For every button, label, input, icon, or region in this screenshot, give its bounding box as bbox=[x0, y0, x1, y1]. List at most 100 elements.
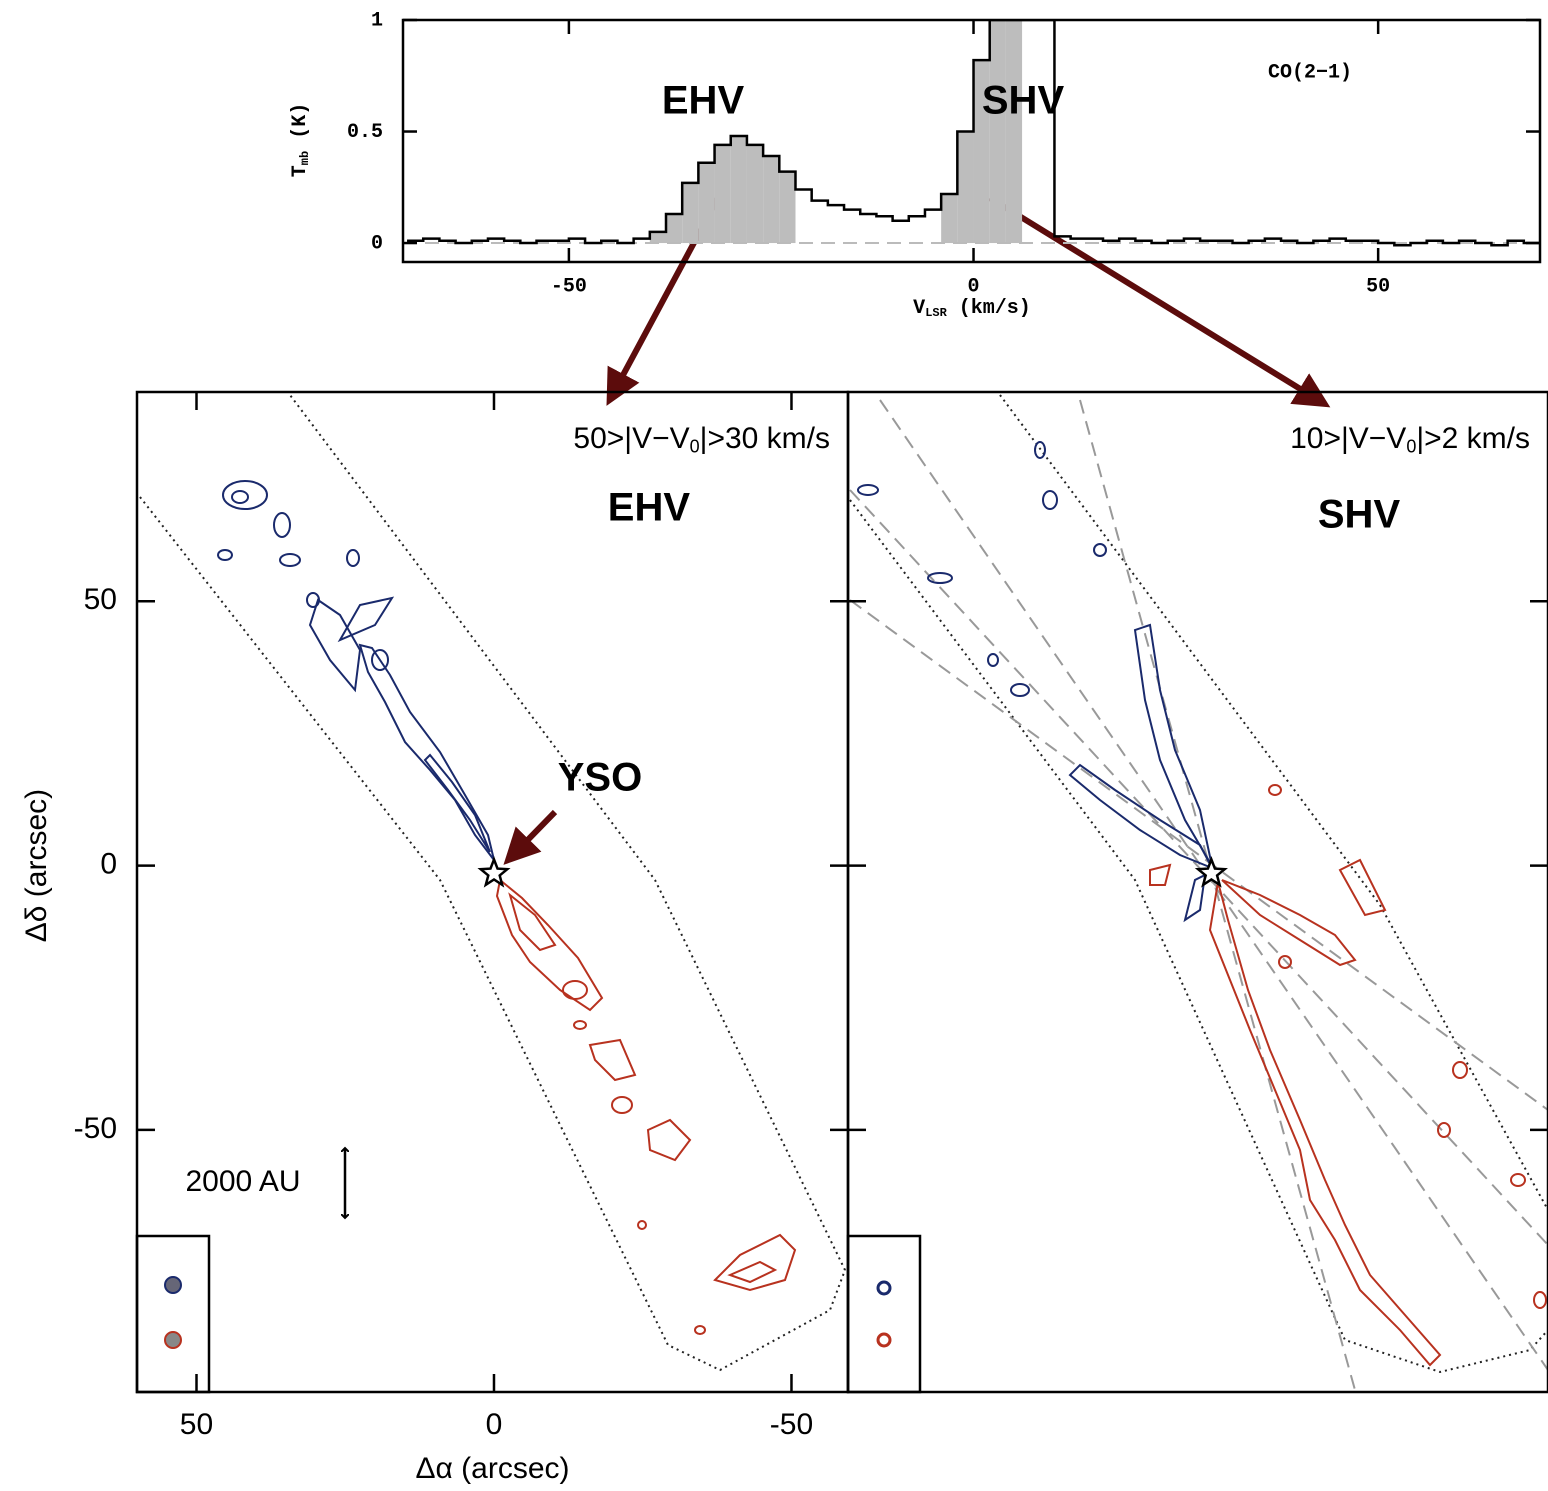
x-tick-label: 0 bbox=[486, 1408, 503, 1441]
left-map-layout bbox=[137, 395, 845, 1392]
red-contour bbox=[648, 1120, 690, 1160]
beam bbox=[878, 1334, 890, 1346]
shaded-channel bbox=[779, 172, 795, 243]
x-tick-label: 50 bbox=[180, 1408, 213, 1441]
red-contour bbox=[1279, 956, 1291, 968]
blue-contour bbox=[1011, 684, 1029, 696]
x-tick-label: -50 bbox=[770, 1408, 813, 1441]
annotation: CO(2−1) bbox=[1268, 61, 1352, 84]
x-axis-label: Δα (arcsec) bbox=[415, 1452, 569, 1485]
velocity-range-part: |>30 km/s bbox=[700, 422, 830, 455]
x-axis-label: VLSR (km/s) bbox=[913, 297, 1031, 320]
velocity-range: 50>|V−V0|>30 km/s bbox=[573, 422, 830, 456]
x-tick-label: -50 bbox=[551, 275, 587, 298]
x-axis-label-part: V bbox=[913, 297, 925, 320]
annotation: EHV bbox=[662, 79, 745, 123]
red-contour bbox=[1269, 785, 1281, 795]
cone-edge bbox=[850, 490, 1548, 1245]
shaded-channel bbox=[666, 214, 682, 243]
field-outline bbox=[140, 395, 845, 1370]
shaded-channel bbox=[650, 232, 666, 243]
blue-contour bbox=[1043, 491, 1057, 509]
beam bbox=[165, 1277, 181, 1293]
red-contour bbox=[1453, 1062, 1467, 1078]
map-frame bbox=[848, 392, 1548, 1392]
blue-contour bbox=[425, 755, 490, 852]
y-axis-label: Δδ (arcsec) bbox=[20, 789, 53, 942]
y-axis-label-part: mb bbox=[298, 151, 312, 165]
y-axis-label-part: T bbox=[289, 165, 312, 177]
shaded-channel bbox=[715, 145, 731, 243]
shaded-channel bbox=[941, 194, 957, 243]
beam bbox=[165, 1332, 181, 1348]
red-contour bbox=[1511, 1174, 1525, 1186]
red-contour bbox=[1340, 860, 1385, 915]
shaded-channel bbox=[763, 156, 779, 243]
beam bbox=[878, 1282, 890, 1294]
blue-contour bbox=[232, 491, 248, 503]
blue-contour bbox=[858, 485, 878, 495]
component-label: SHV bbox=[1318, 493, 1401, 537]
red-contour bbox=[638, 1221, 646, 1229]
map-panel: SHV bbox=[848, 392, 1548, 1392]
y-tick-label: 0 bbox=[371, 232, 383, 255]
red-contour bbox=[1150, 865, 1170, 885]
blue-contour bbox=[1094, 544, 1106, 556]
blue-contour bbox=[1035, 442, 1045, 458]
blue-contour bbox=[218, 550, 232, 560]
red-contour bbox=[730, 1262, 775, 1282]
field-outline bbox=[850, 500, 1548, 1372]
plot-area bbox=[403, 20, 1540, 245]
scale-label: 2000 AU bbox=[185, 1165, 300, 1198]
x-tick-label: 50 bbox=[1366, 275, 1390, 298]
shaded-channel bbox=[1006, 20, 1022, 243]
y-tick-label: 1 bbox=[371, 9, 383, 32]
x-axis-label-part: LSR bbox=[925, 306, 947, 320]
red-contour bbox=[715, 1235, 795, 1290]
source-label: YSO bbox=[558, 756, 642, 800]
map-frame bbox=[137, 392, 848, 1392]
velocity-range-part: 0 bbox=[1406, 436, 1416, 456]
red-contour bbox=[590, 1040, 635, 1080]
y-axis-label-part: (K) bbox=[289, 103, 312, 151]
velocity-range-part: 50>|V−V bbox=[573, 422, 689, 455]
cone-edge bbox=[850, 600, 1548, 1110]
red-contour bbox=[1438, 1123, 1450, 1137]
pointer-arrow bbox=[990, 198, 1315, 398]
red-contour bbox=[1534, 1292, 1546, 1308]
blue-contour bbox=[1185, 875, 1205, 920]
figure: -50 0 50 0 0.5 1 VLSR (km/s) Tmb (K) EHV SHV CO(2−… bbox=[0, 0, 1548, 1491]
spectrum-plot: -50 0 50 0 0.5 1 bbox=[347, 9, 1540, 298]
shaded-channel bbox=[731, 136, 747, 243]
y-tick-label: -50 bbox=[74, 1112, 117, 1145]
shaded-channel bbox=[698, 163, 714, 243]
x-axis-label-part: (km/s) bbox=[947, 297, 1031, 320]
velocity-range-part: |>2 km/s bbox=[1416, 422, 1530, 455]
velocity-range-part: 10>|V−V bbox=[1290, 422, 1406, 455]
beam-box bbox=[848, 1236, 920, 1392]
blue-contour bbox=[274, 513, 290, 537]
shaded-channel bbox=[957, 132, 973, 244]
component-label: EHV bbox=[608, 486, 691, 530]
y-tick-label: 50 bbox=[84, 583, 117, 616]
blue-contour bbox=[988, 654, 998, 666]
blue-contour bbox=[340, 598, 392, 640]
right-map-layout bbox=[848, 395, 1548, 1392]
shaded-channel bbox=[682, 183, 698, 243]
pointer-arrow bbox=[516, 812, 555, 852]
red-contour bbox=[695, 1326, 705, 1334]
red-contour bbox=[1222, 880, 1355, 965]
blue-contour bbox=[223, 481, 267, 509]
red-contour bbox=[612, 1097, 632, 1113]
red-contour bbox=[563, 981, 587, 999]
red-contour bbox=[574, 1021, 586, 1029]
y-tick-label: 0.5 bbox=[347, 121, 383, 144]
cone-edge bbox=[1080, 400, 1355, 1390]
annotation: SHV bbox=[982, 79, 1065, 123]
shaded-channel bbox=[747, 145, 763, 243]
y-axis-label: Tmb (K) bbox=[289, 103, 312, 177]
blue-contour bbox=[310, 600, 360, 690]
shaded-channel bbox=[990, 20, 1006, 243]
x-tick-label: 0 bbox=[968, 275, 980, 298]
